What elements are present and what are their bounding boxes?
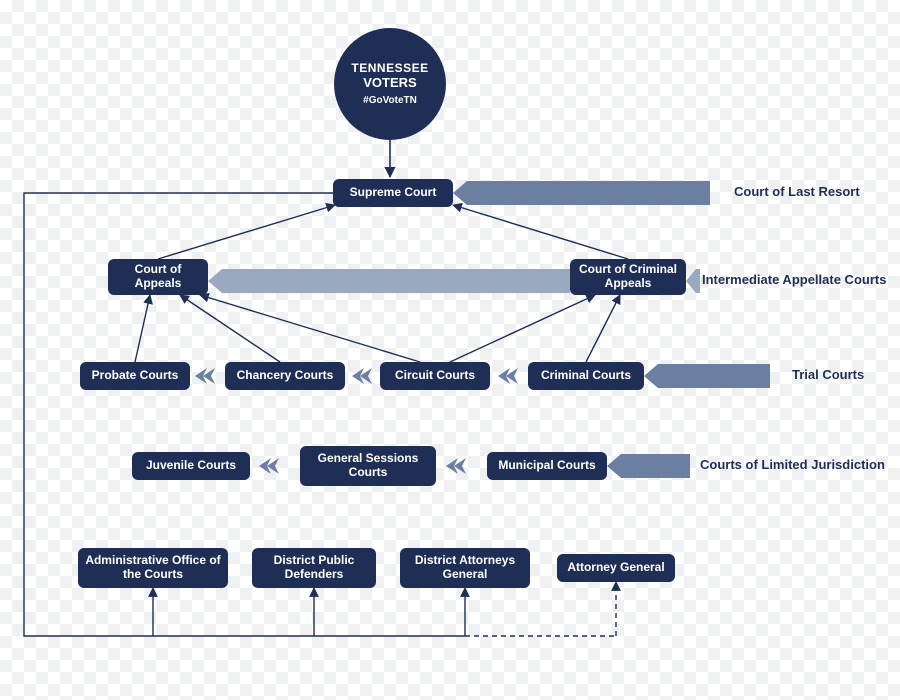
node-dpd: District Public Defenders — [252, 548, 376, 588]
node-probate: Probate Courts — [80, 362, 190, 390]
node-chancery: Chancery Courts — [225, 362, 345, 390]
node-cca: Court of Criminal Appeals — [570, 259, 686, 295]
node-ag: Attorney General — [557, 554, 675, 582]
node-aoc: Administrative Office of the Courts — [78, 548, 228, 588]
tennessee-voters-circle: TENNESSEEVOTERS#GoVoteTN — [334, 28, 446, 140]
node-juvenile: Juvenile Courts — [132, 452, 250, 480]
node-general: General Sessions Courts — [300, 446, 436, 486]
tier-label-0: Court of Last Resort — [734, 184, 860, 199]
node-municipal: Municipal Courts — [487, 452, 607, 480]
tier-label-3: Courts of Limited Jurisdiction — [700, 457, 885, 472]
node-dag: District Attorneys General — [400, 548, 530, 588]
node-coa: Court of Appeals — [108, 259, 208, 295]
tier-label-2: Trial Courts — [792, 367, 864, 382]
node-circuit: Circuit Courts — [380, 362, 490, 390]
tier-label-1: Intermediate Appellate Courts — [702, 272, 886, 287]
node-supreme: Supreme Court — [333, 179, 453, 207]
edges-layer — [0, 0, 900, 700]
node-criminal: Criminal Courts — [528, 362, 644, 390]
